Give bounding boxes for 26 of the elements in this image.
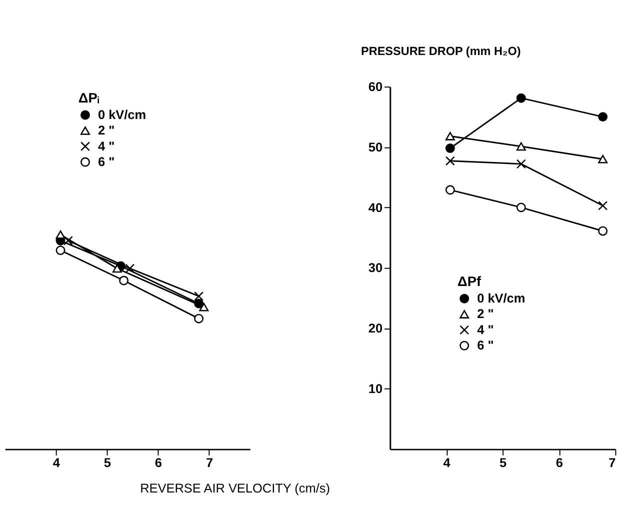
y-tick-label: 60 — [368, 79, 383, 94]
legend-label: 2 " — [477, 306, 494, 322]
legend-label: 0 kV/cm — [477, 290, 526, 306]
y-tick-label: 40 — [368, 200, 383, 215]
x-tick-label: 4 — [443, 455, 450, 470]
x-tick-label: 7 — [206, 455, 214, 470]
legend-label: 0 kV/cm — [98, 106, 146, 122]
x-tick-label: 4 — [52, 455, 60, 470]
x-axis-title: REVERSE AIR VELOCITY (cm/s) — [140, 480, 330, 496]
legend-label: 2 " — [98, 122, 115, 138]
legend-label: 6 " — [477, 338, 494, 353]
x-tick-label: 5 — [500, 455, 507, 470]
legend-title: ΔPᵢ — [78, 90, 100, 106]
y-tick-label: 10 — [368, 381, 383, 396]
x-tick-label: 7 — [608, 455, 616, 470]
y-tick-label: 30 — [368, 260, 383, 276]
x-tick-label: 5 — [104, 455, 111, 470]
legend-label: 6 " — [98, 154, 115, 169]
y-axis-title: PRESSURE DROP (mm H₂O) — [361, 44, 521, 58]
legend-title: ΔPf — [458, 274, 482, 289]
x-tick-label: 6 — [556, 455, 563, 470]
y-tick-label: 20 — [368, 320, 383, 336]
legend-label: 4 " — [477, 322, 494, 337]
y-tick-label: 50 — [368, 139, 383, 154]
x-tick-label: 6 — [154, 455, 162, 470]
legend-label: 4 " — [98, 138, 115, 154]
